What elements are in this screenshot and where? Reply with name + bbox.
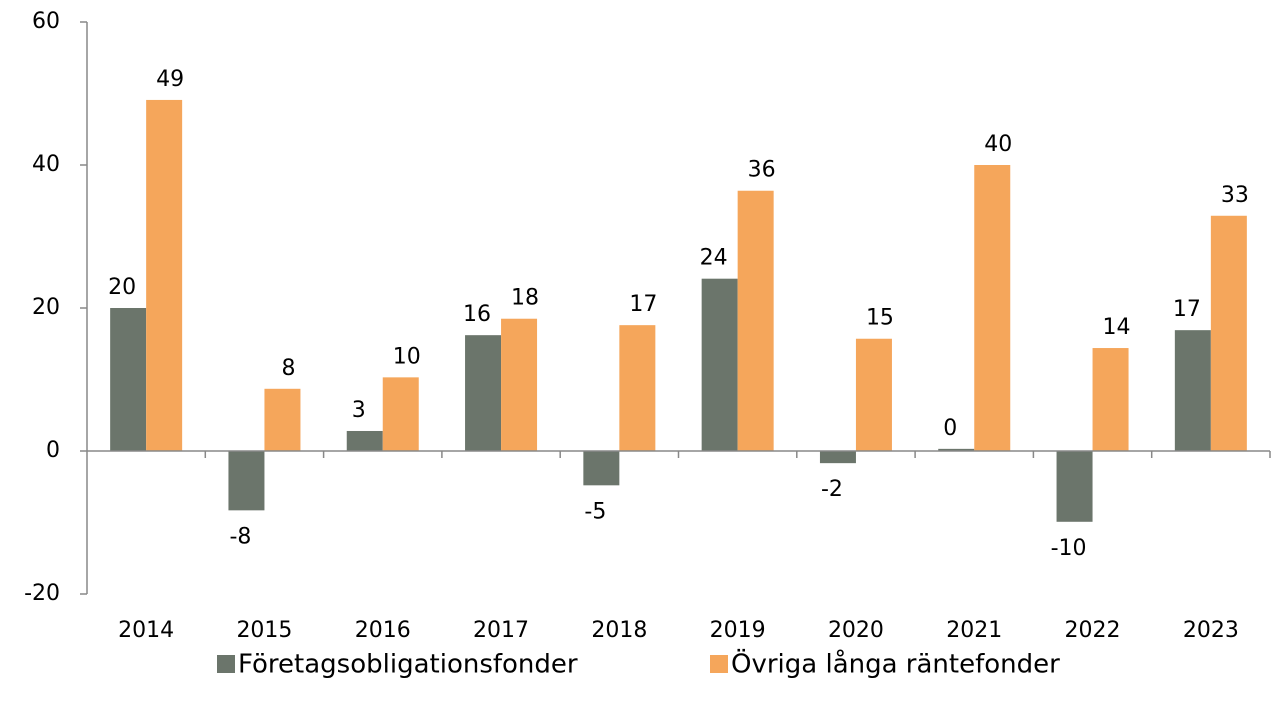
- bar: [855, 338, 892, 451]
- legend-label: Övriga långa räntefonder: [731, 648, 1060, 680]
- data-label: 17: [629, 292, 657, 317]
- bar: [346, 430, 383, 451]
- data-label: 33: [1221, 183, 1249, 208]
- bar: [938, 448, 975, 451]
- x-tick-label: 2017: [473, 618, 529, 643]
- bar: [737, 190, 774, 452]
- bar: [1056, 451, 1093, 522]
- bar: [701, 278, 738, 451]
- x-tick-label: 2019: [710, 618, 766, 643]
- bar: [382, 377, 419, 451]
- bar: [1210, 215, 1247, 451]
- x-tick-label: 2016: [355, 618, 411, 643]
- data-label: -2: [821, 477, 843, 502]
- data-label: 14: [1103, 315, 1131, 340]
- data-label: 16: [463, 302, 491, 327]
- data-label: 24: [700, 246, 728, 271]
- data-label: 17: [1173, 297, 1201, 322]
- bar: [1174, 330, 1211, 451]
- bar: [228, 451, 265, 511]
- bar: [1092, 348, 1129, 451]
- data-label: 18: [511, 286, 539, 311]
- data-label: 3: [352, 398, 366, 423]
- legend-label: Företagsobligationsfonder: [238, 650, 578, 680]
- legend-swatch: [710, 655, 728, 673]
- x-tick-label: 2021: [946, 618, 1002, 643]
- bar: [110, 308, 147, 451]
- bar: [146, 99, 183, 451]
- data-label: -5: [584, 499, 606, 524]
- data-label: -10: [1051, 536, 1087, 561]
- y-tick-label: 20: [32, 295, 60, 320]
- x-tick-label: 2018: [591, 618, 647, 643]
- bar: [264, 388, 301, 451]
- bar: [619, 325, 656, 451]
- data-label: 36: [748, 158, 776, 183]
- y-tick-label: -20: [24, 581, 60, 606]
- bar: [819, 451, 856, 464]
- bar: [465, 335, 502, 451]
- y-tick-label: 0: [46, 438, 60, 463]
- data-label: 49: [156, 67, 184, 92]
- x-tick-label: 2020: [828, 618, 884, 643]
- x-tick-label: 2022: [1065, 618, 1121, 643]
- data-label: 15: [866, 306, 894, 331]
- data-label: 40: [984, 132, 1012, 157]
- data-label: 0: [943, 416, 957, 441]
- y-tick-label: 40: [32, 152, 60, 177]
- data-label: 8: [281, 356, 295, 381]
- x-tick-label: 2015: [236, 618, 292, 643]
- data-label: 10: [393, 344, 421, 369]
- x-tick-label: 2014: [118, 618, 174, 643]
- data-label: -8: [229, 524, 251, 549]
- bar: [974, 165, 1011, 451]
- data-label: 20: [108, 275, 136, 300]
- x-tick-label: 2023: [1183, 618, 1239, 643]
- bar: [583, 451, 620, 486]
- bar: [501, 318, 538, 451]
- legend-swatch: [217, 655, 235, 673]
- y-tick-label: 60: [32, 9, 60, 34]
